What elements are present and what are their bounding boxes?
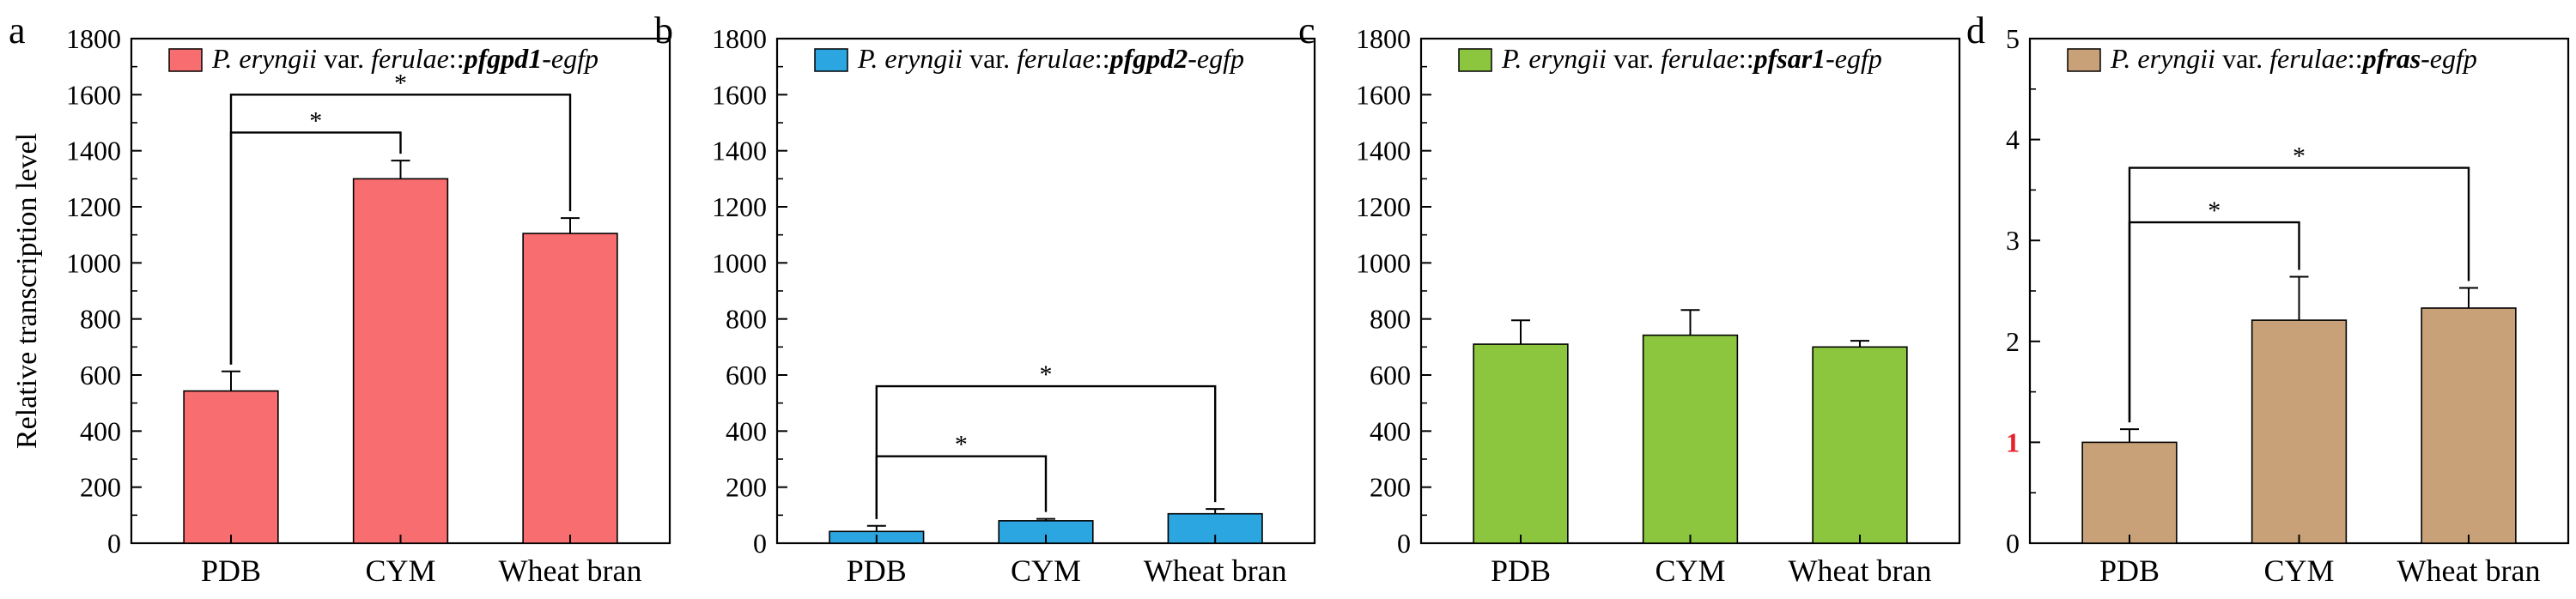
panel-letter-d: d bbox=[1966, 9, 1985, 51]
significance-star: * bbox=[955, 431, 968, 459]
y-tick-label: 800 bbox=[726, 304, 767, 335]
legend-swatch bbox=[1458, 48, 1492, 72]
bar-pdb bbox=[1473, 343, 1569, 544]
y-tick-label: 1600 bbox=[712, 79, 767, 110]
x-tick-label: Wheat bran bbox=[1144, 554, 1287, 588]
bar-cym bbox=[352, 178, 449, 544]
y-tick-label: 800 bbox=[80, 304, 121, 335]
y-tick-label: 1200 bbox=[1356, 191, 1411, 222]
legend-swatch bbox=[2067, 48, 2101, 72]
x-tick-label: CYM bbox=[1011, 554, 1081, 588]
x-tick-label: PDB bbox=[847, 554, 907, 588]
y-tick-label: 200 bbox=[1370, 472, 1411, 503]
panel-d: d 0 1 2 3 4 5 PDB CYM Wheat bran * * P. eryngii var.… bbox=[1966, 9, 2570, 588]
bar-cym bbox=[2251, 319, 2348, 544]
x-tick-label: Wheat bran bbox=[499, 554, 642, 588]
y-tick-label: 1400 bbox=[66, 136, 121, 166]
significance-bracket bbox=[229, 94, 572, 365]
y-tick-label: 1200 bbox=[66, 191, 121, 222]
legend-label: P. eryngii var. ferulae::pfsar1-egfp bbox=[1501, 43, 1882, 74]
y-tick-label: 3 bbox=[2006, 225, 2020, 256]
y-tick-label: 1800 bbox=[1356, 23, 1411, 54]
legend-label: P. eryngii var. ferulae::pfgpd1-egfp bbox=[211, 43, 598, 74]
significance-star: * bbox=[309, 106, 322, 135]
y-tick-label: 600 bbox=[80, 360, 121, 390]
y-tick-label: 1400 bbox=[1356, 136, 1411, 166]
bar-wheat-bran bbox=[1812, 346, 1908, 544]
panel-b: b 0 200 400 600 800 1000 1200 1400 1600 1800 PDB CYM… bbox=[654, 9, 1316, 588]
y-tick-label: 1000 bbox=[1356, 247, 1411, 278]
y-tick-label: 0 bbox=[753, 528, 767, 559]
x-tick-label: CYM bbox=[365, 554, 435, 588]
y-tick-label: 0 bbox=[2006, 528, 2020, 559]
y-tick-label: 2 bbox=[2006, 326, 2020, 357]
x-tick-label: PDB bbox=[2099, 554, 2160, 588]
y-tick-label: 400 bbox=[80, 415, 121, 446]
significance-star: * bbox=[394, 69, 407, 97]
x-tick-label: Wheat bran bbox=[2397, 554, 2541, 588]
panel-letter-b: b bbox=[654, 9, 673, 51]
legend-label: P. eryngii var. ferulae::pfgpd2-egfp bbox=[857, 43, 1244, 74]
y-tick-label: 0 bbox=[1397, 528, 1411, 559]
y-axis-label: Relative transcription level bbox=[11, 133, 43, 449]
significance-star: * bbox=[2293, 142, 2306, 171]
y-tick-label: 200 bbox=[80, 472, 121, 503]
y-tick-label: 0 bbox=[107, 528, 121, 559]
y-tick-label: 1200 bbox=[712, 191, 767, 222]
bar-pdb bbox=[183, 390, 279, 544]
significance-bracket bbox=[875, 384, 1217, 519]
bar-wheat-bran bbox=[522, 233, 618, 544]
x-tick-label: Wheat bran bbox=[1789, 554, 1932, 588]
y-tick-label: 1 bbox=[2006, 427, 2020, 457]
panel-c: c 0 200 400 600 800 1000 1200 1400 1600 1800 PDB CYM… bbox=[1298, 9, 1961, 588]
y-tick-label: 400 bbox=[726, 415, 767, 446]
x-tick-label: PDB bbox=[201, 554, 261, 588]
x-tick-label: CYM bbox=[2263, 554, 2334, 588]
legend-swatch bbox=[168, 48, 203, 72]
panel-letter-a: a bbox=[9, 9, 26, 51]
y-tick-label: 1000 bbox=[66, 247, 121, 278]
y-tick-label: 1800 bbox=[712, 23, 767, 54]
y-tick-label: 5 bbox=[2006, 23, 2020, 54]
y-tick-label: 1600 bbox=[66, 79, 121, 110]
bar-wheat-bran bbox=[2421, 307, 2517, 544]
legend-swatch bbox=[814, 48, 848, 72]
bar-pdb bbox=[2081, 441, 2178, 544]
significance-star: * bbox=[1040, 360, 1053, 389]
y-tick-label: 1800 bbox=[66, 23, 121, 54]
y-tick-label: 1600 bbox=[1356, 79, 1411, 110]
y-tick-label: 1000 bbox=[712, 247, 767, 278]
y-tick-label: 400 bbox=[1370, 415, 1411, 446]
y-tick-label: 600 bbox=[1370, 360, 1411, 390]
x-tick-label: CYM bbox=[1655, 554, 1725, 588]
y-tick-label: 4 bbox=[2006, 124, 2020, 155]
y-tick-label: 800 bbox=[1370, 304, 1411, 335]
bar-cym bbox=[1642, 334, 1739, 544]
panel-a: a 0 200 400 600 800 1000 1200 1400 1600 1800 PDB CYM… bbox=[9, 9, 671, 588]
y-tick-label: 200 bbox=[726, 472, 767, 503]
x-tick-label: PDB bbox=[1491, 554, 1551, 588]
significance-bracket bbox=[2128, 166, 2470, 423]
y-tick-label: 600 bbox=[726, 360, 767, 390]
significance-bracket bbox=[875, 455, 1048, 519]
legend-label: P. eryngii var. ferulae::pfras-egfp bbox=[2110, 43, 2477, 74]
significance-star: * bbox=[2208, 197, 2221, 225]
y-tick-label: 1400 bbox=[712, 136, 767, 166]
panel-letter-c: c bbox=[1298, 9, 1315, 51]
